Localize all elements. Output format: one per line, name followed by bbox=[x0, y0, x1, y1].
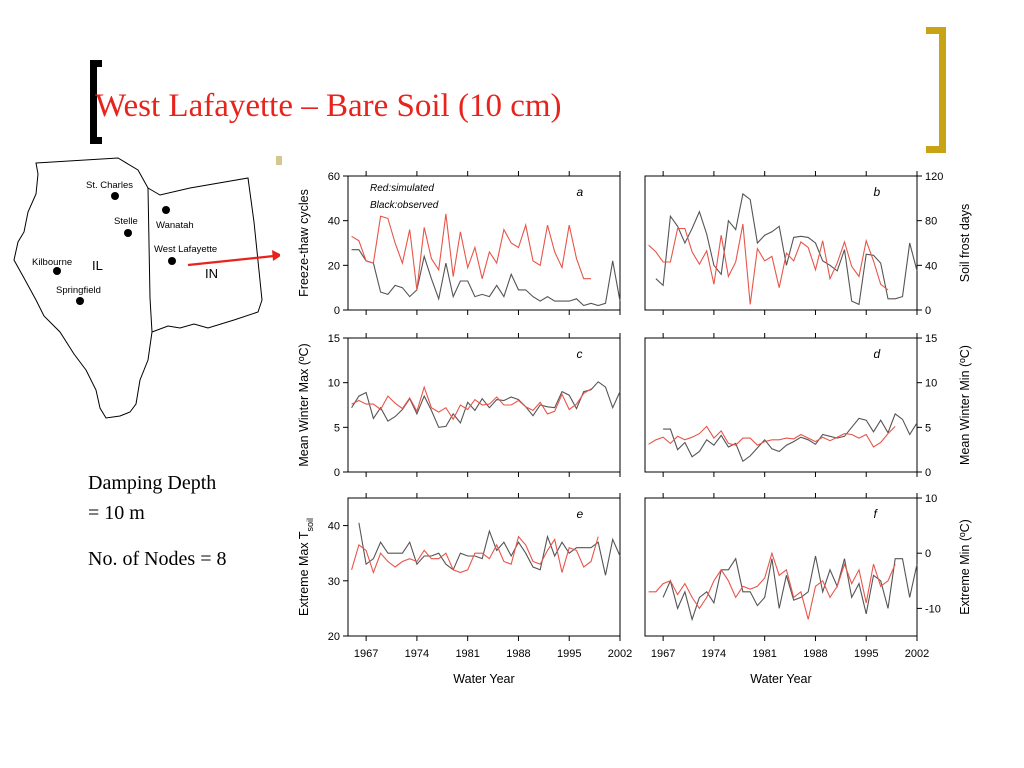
note-nodes: No. of Nodes = 8 bbox=[88, 548, 227, 570]
note-damping-depth-value: = 10 m bbox=[88, 502, 145, 524]
panel-a-ytick-label: 60 bbox=[328, 171, 340, 183]
panel-a-ytick-label: 40 bbox=[328, 216, 340, 228]
note-damping-depth: Damping Depth bbox=[88, 472, 217, 494]
panel-d-y-axis-label: Mean Winter Min (ºC) bbox=[958, 345, 972, 465]
panel-e-ytick-label: 30 bbox=[328, 576, 340, 588]
panel-c-series-simulated bbox=[351, 385, 592, 421]
panel-b-ytick-label: 80 bbox=[925, 216, 937, 228]
state-label-il: IL bbox=[92, 258, 103, 273]
panel-e-xtick-label: 1974 bbox=[405, 648, 429, 660]
panel-c-series-observed bbox=[351, 381, 621, 428]
illinois-indiana-map: IL IN St. Charles Stelle Wanatah West La… bbox=[13, 157, 280, 419]
panel-b-series-simulated bbox=[648, 223, 889, 305]
panel-d-ytick-label: 0 bbox=[925, 467, 931, 479]
site-label-st-charles: St. Charles bbox=[86, 180, 133, 191]
panel-e-ytick-label: 40 bbox=[328, 521, 340, 533]
panel-e-x-axis-label: Water Year bbox=[453, 672, 514, 686]
site-dot-kilbourne bbox=[53, 267, 61, 275]
panel-e-xtick-label: 1988 bbox=[506, 648, 530, 660]
panel-a-y-axis-label: Freeze-thaw cycles bbox=[297, 189, 311, 297]
left-bracket-decoration bbox=[90, 60, 102, 144]
panel-d-ytick-label: 15 bbox=[925, 333, 937, 345]
panel-e-y-axis-label-subscript: soil bbox=[305, 518, 315, 532]
panel-f-xtick-label: 2002 bbox=[905, 648, 929, 660]
panel-f-ytick-label: -10 bbox=[925, 603, 941, 615]
site-label-stelle: Stelle bbox=[114, 216, 138, 227]
panel-f-y-axis-label: Extreme Min (ºC) bbox=[958, 519, 972, 615]
panel-f-series-simulated bbox=[648, 551, 896, 620]
panel-b-ytick-label: 40 bbox=[925, 260, 937, 272]
site-label-wanatah: Wanatah bbox=[156, 220, 194, 231]
panel-e-ytick-label: 20 bbox=[328, 631, 340, 643]
panel-b-ytick-label: 120 bbox=[925, 171, 943, 183]
panel-a-series-simulated bbox=[351, 213, 591, 290]
location-arrow-head bbox=[272, 250, 280, 261]
panel-f-series-observed bbox=[662, 555, 918, 622]
site-label-springfield: Springfield bbox=[56, 285, 101, 296]
panel-d-series-observed bbox=[663, 413, 918, 463]
panel-f-x-axis-label: Water Year bbox=[750, 672, 811, 686]
panel-e-y-axis-label: Extreme Max Tsoil bbox=[297, 518, 315, 616]
panel-b-frame bbox=[644, 175, 918, 311]
panel-a-frame bbox=[347, 175, 621, 311]
panel-e-frame bbox=[347, 497, 621, 637]
panel-e-series-simulated bbox=[351, 535, 599, 575]
location-arrow-line bbox=[187, 254, 275, 267]
right-bracket-decoration bbox=[926, 27, 946, 153]
state-label-in: IN bbox=[205, 266, 218, 281]
panel-e-series-observed bbox=[358, 522, 621, 576]
site-dot-springfield bbox=[76, 297, 84, 305]
panel-a-letter: a bbox=[576, 185, 583, 199]
panel-e-letter: e bbox=[576, 507, 583, 521]
illinois-outline bbox=[13, 157, 153, 419]
panel-c-y-axis-label: Mean Winter Max (ºC) bbox=[297, 343, 311, 466]
panel-e-xtick-label: 1967 bbox=[354, 648, 378, 660]
panel-f-ytick-label: 10 bbox=[925, 493, 937, 505]
panel-b-letter: b bbox=[873, 185, 880, 199]
panel-f-xtick-label: 1995 bbox=[854, 648, 878, 660]
panel-a-legend-entry-0: Red:simulated bbox=[370, 183, 434, 194]
panel-b-ytick-label: 0 bbox=[925, 305, 931, 317]
panel-d-ytick-label: 5 bbox=[925, 422, 931, 434]
site-dot-west-lafayette bbox=[168, 257, 176, 265]
panel-c-ytick-label: 5 bbox=[334, 422, 340, 434]
panel-d-ytick-label: 10 bbox=[925, 378, 937, 390]
soil-temperature-charts: 0 20 40 60 Freeze-thaw cycles a Red:simulated B… bbox=[297, 171, 972, 686]
panel-a-legend-entry-1: Black:observed bbox=[370, 200, 439, 211]
panel-b-series-observed bbox=[655, 192, 918, 306]
site-label-kilbourne: Kilbourne bbox=[32, 257, 72, 268]
panel-d-frame bbox=[644, 337, 918, 473]
panel-e-xtick-label: 1995 bbox=[557, 648, 581, 660]
site-dot-st-charles bbox=[111, 192, 119, 200]
panel-a-series-observed bbox=[351, 249, 621, 307]
panel-c-ytick-label: 10 bbox=[328, 378, 340, 390]
site-label-west-lafayette: West Lafayette bbox=[154, 244, 217, 255]
panel-f-ytick-label: 0 bbox=[925, 548, 931, 560]
panel-c-frame bbox=[347, 337, 621, 473]
slide-title: West Lafayette – Bare Soil (10 cm) bbox=[95, 88, 562, 124]
panel-b-y-axis-label: Soil frost days bbox=[958, 204, 972, 283]
panel-c-ytick-label: 0 bbox=[334, 467, 340, 479]
panel-a-ytick-label: 0 bbox=[334, 305, 340, 317]
panel-a-ytick-label: 20 bbox=[328, 260, 340, 272]
panel-f-xtick-label: 1981 bbox=[752, 648, 776, 660]
panel-e-xtick-label: 2002 bbox=[608, 648, 632, 660]
panel-f-xtick-label: 1988 bbox=[803, 648, 827, 660]
panel-f-xtick-label: 1974 bbox=[702, 648, 726, 660]
panel-d-letter: d bbox=[873, 347, 880, 361]
panel-f-letter: f bbox=[873, 507, 878, 521]
panel-f-xtick-label: 1967 bbox=[651, 648, 675, 660]
panel-f-frame bbox=[644, 497, 918, 637]
panel-c-letter: c bbox=[576, 347, 582, 361]
panel-e-xtick-label: 1981 bbox=[455, 648, 479, 660]
panel-d-series-simulated bbox=[648, 425, 896, 448]
bullet-marker bbox=[276, 156, 282, 165]
site-dot-stelle bbox=[124, 229, 132, 237]
site-dot-wanatah bbox=[162, 206, 170, 214]
indiana-outline bbox=[147, 177, 263, 333]
panel-c-ytick-label: 15 bbox=[328, 333, 340, 345]
